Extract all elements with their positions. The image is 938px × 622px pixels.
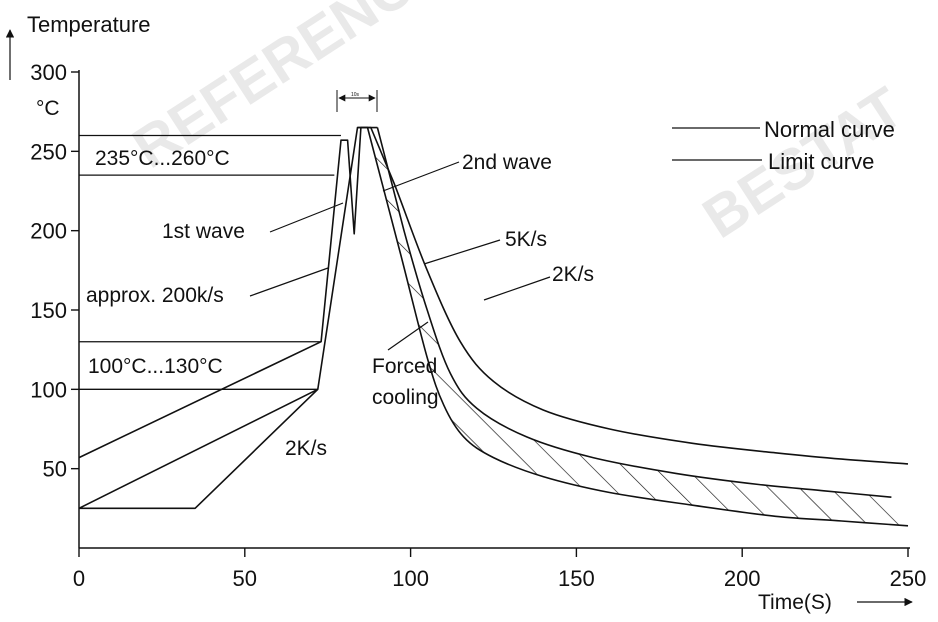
x-tick-label-100: 100 bbox=[392, 566, 429, 591]
x-tick-label-150: 150 bbox=[558, 566, 595, 591]
y-tick-label-200: 200 bbox=[30, 219, 67, 244]
series-preheat-ramp bbox=[78, 388, 319, 510]
y-tick-label-250: 250 bbox=[30, 139, 67, 164]
leader-5ks bbox=[423, 239, 501, 265]
annotation-cooling: cooling bbox=[372, 386, 439, 409]
axis-ticks: 0 50 100 150 200 250 50 100 150 200 250 300 bbox=[30, 60, 926, 591]
annotation-2ks-preheat: 2K/s bbox=[285, 437, 327, 460]
annotation-2nd-wave: 2nd wave bbox=[462, 151, 552, 174]
leader-2ks-cooling bbox=[483, 276, 551, 301]
region-label-upper: 235°C...260°C bbox=[95, 147, 230, 170]
x-tick-label-50: 50 bbox=[233, 566, 257, 591]
leader-2nd-wave bbox=[382, 161, 460, 192]
y-tick-label-150: 150 bbox=[30, 298, 67, 323]
x-tick-label-0: 0 bbox=[73, 566, 85, 591]
y-tick-label-50: 50 bbox=[43, 457, 67, 482]
leader-ramp-rate bbox=[249, 267, 329, 297]
y-axis-unit: °C bbox=[36, 97, 60, 120]
legend-label-limit: Limit curve bbox=[768, 149, 874, 174]
ten-second-marker: 10s bbox=[336, 90, 378, 112]
series-cooling-inner-boundary bbox=[376, 127, 892, 498]
annotation-forced: Forced bbox=[372, 355, 437, 378]
region-label-lower: 100°C...130°C bbox=[88, 355, 223, 378]
x-axis-title: Time(S) bbox=[758, 591, 832, 614]
x-tick-label-200: 200 bbox=[724, 566, 761, 591]
y-tick-label-300: 300 bbox=[30, 60, 67, 85]
leader-1st-wave bbox=[269, 202, 344, 233]
y-tick-label-100: 100 bbox=[30, 377, 67, 402]
legend-label-normal: Normal curve bbox=[764, 117, 895, 142]
temperature-bands bbox=[79, 134, 341, 390]
annotation-2ks-cooling: 2K/s bbox=[552, 263, 594, 286]
ten-second-label: 10s bbox=[351, 92, 360, 98]
legend: Normal curve Limit curve bbox=[672, 117, 895, 174]
annotation-1st-wave: 1st wave bbox=[162, 220, 245, 243]
leader-forced-cooling bbox=[387, 321, 429, 351]
x-tick-label-250: 250 bbox=[890, 566, 927, 591]
series-limit-curve bbox=[79, 126, 909, 527]
annotation-ramp-rate: approx. 200k/s bbox=[86, 284, 224, 307]
series-lines bbox=[78, 126, 909, 527]
series-normal-curve bbox=[78, 126, 909, 465]
y-axis-title: Temperature bbox=[27, 12, 151, 37]
annotation-5ks: 5K/s bbox=[505, 228, 547, 251]
